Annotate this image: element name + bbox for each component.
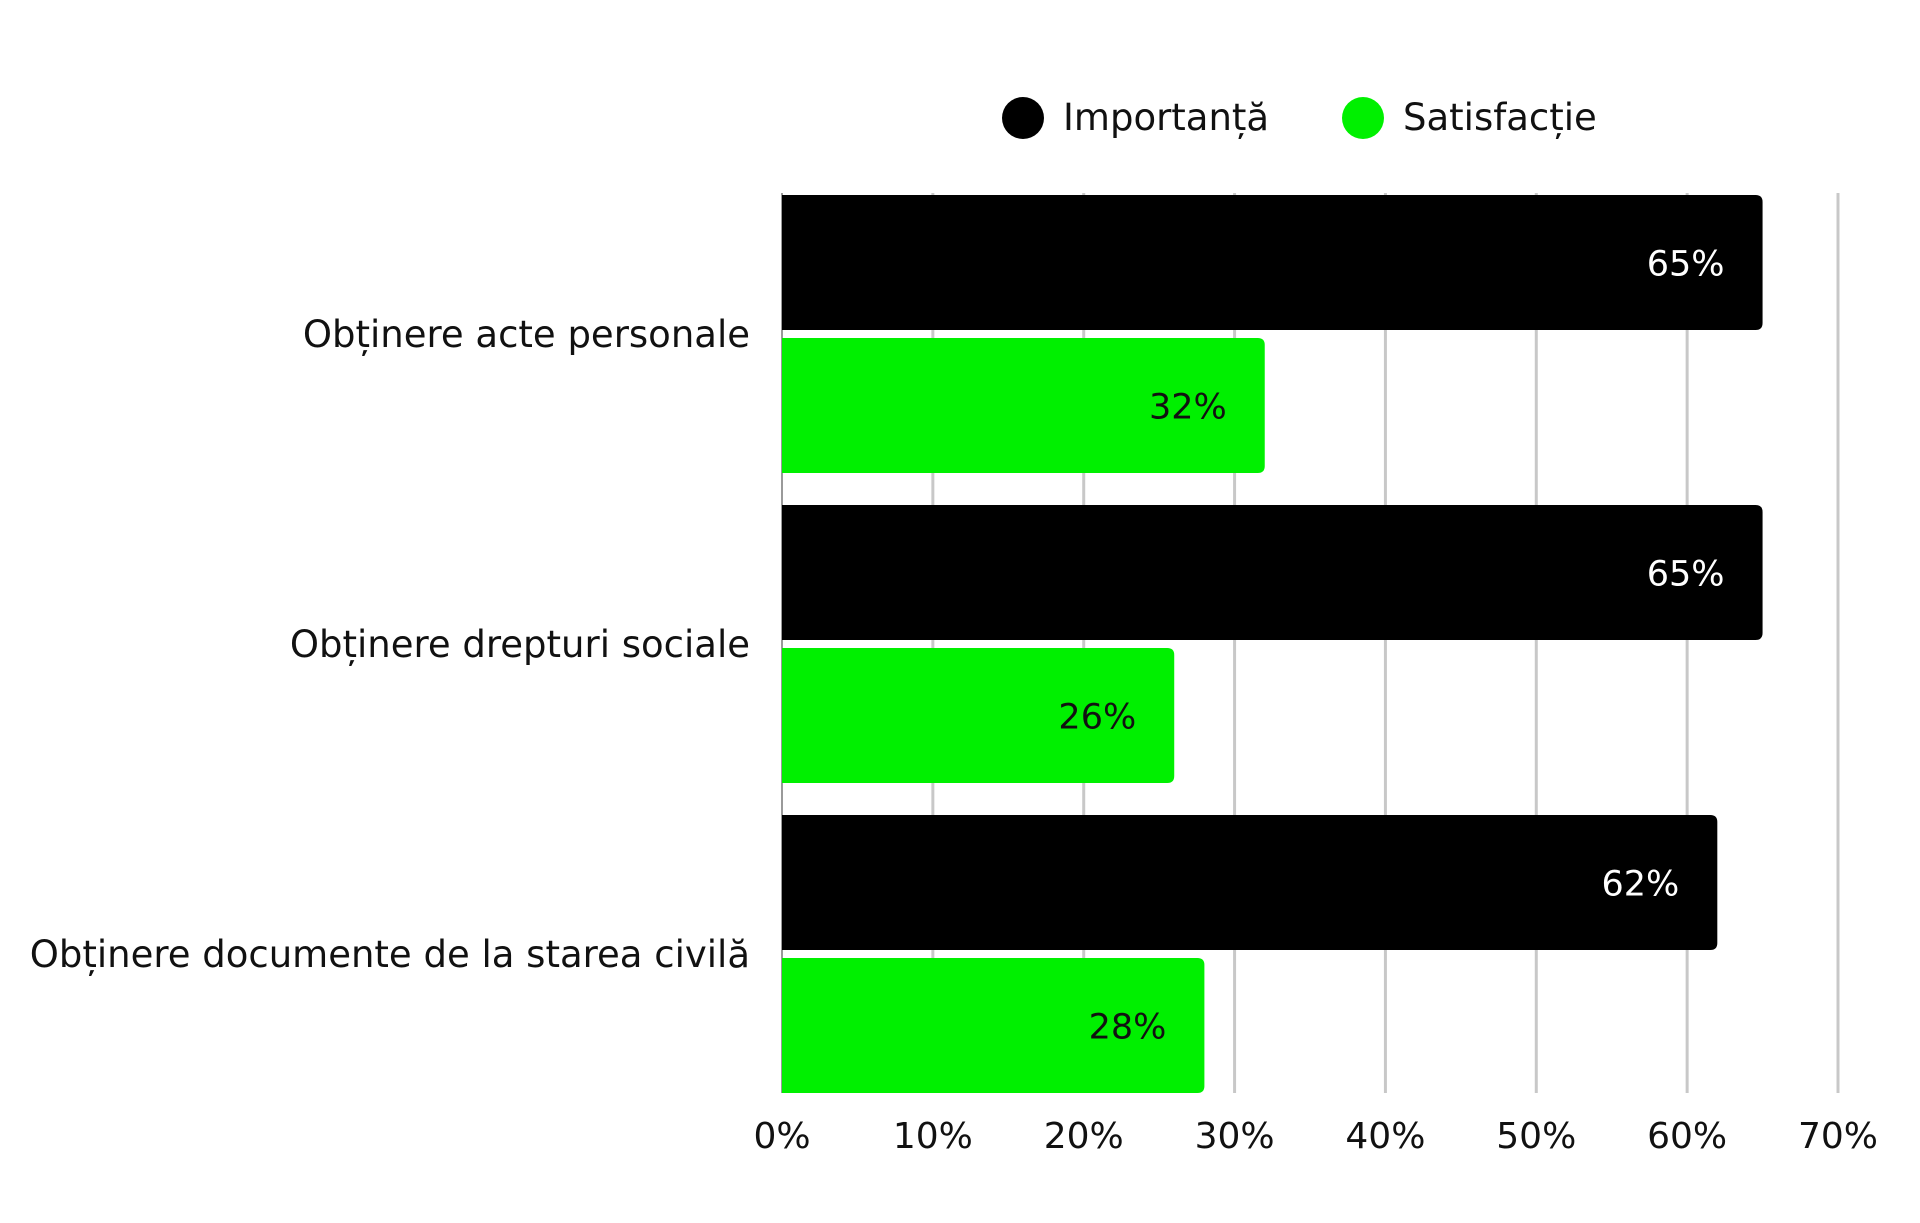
bar-satisfactie: [782, 338, 1265, 473]
data-label: 32%: [1149, 388, 1227, 428]
legend: Importanță Satisfacție: [1002, 96, 1597, 139]
x-tick-label: 60%: [1647, 1116, 1727, 1157]
category-labels: Obținere acte personale Obținere drepturi…: [30, 313, 750, 976]
legend-marker: [1002, 97, 1044, 139]
legend-marker: [1342, 97, 1384, 139]
data-label: 28%: [1089, 1008, 1167, 1048]
bar-importanta: [782, 195, 1763, 330]
category-label: Obținere acte personale: [303, 313, 750, 356]
bars: 65% 32% 65% 26% 62% 28%: [782, 195, 1763, 1093]
data-label: 26%: [1058, 698, 1136, 738]
bar-satisfactie: [782, 958, 1205, 1093]
data-label: 65%: [1647, 555, 1725, 595]
category-label: Obținere documente de la starea civilă: [30, 933, 750, 976]
x-tick-label: 70%: [1798, 1116, 1878, 1157]
x-tick-label: 0%: [753, 1116, 810, 1157]
x-tick-label: 50%: [1496, 1116, 1576, 1157]
category-label: Obținere drepturi sociale: [290, 623, 750, 666]
x-tick-label: 10%: [893, 1116, 973, 1157]
bar-satisfactie: [782, 648, 1175, 783]
data-label: 62%: [1602, 865, 1680, 905]
legend-label: Satisfacție: [1403, 96, 1597, 139]
bar-importanta: [782, 505, 1763, 640]
x-tick-label: 30%: [1195, 1116, 1275, 1157]
legend-label: Importanță: [1063, 96, 1269, 139]
x-axis-tick-labels: 0% 10% 20% 30% 40% 50% 60% 70%: [753, 1116, 1878, 1157]
x-tick-label: 20%: [1044, 1116, 1124, 1157]
bar-importanta: [782, 815, 1718, 950]
x-tick-label: 40%: [1345, 1116, 1425, 1157]
data-label: 65%: [1647, 245, 1725, 285]
